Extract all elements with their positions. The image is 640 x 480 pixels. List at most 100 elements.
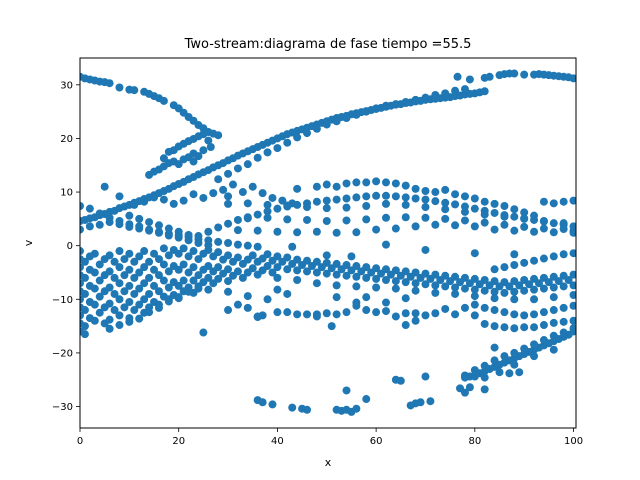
scatter-point (263, 207, 272, 216)
scatter-point (470, 300, 479, 309)
scatter-point (490, 287, 499, 296)
scatter-point (189, 190, 198, 199)
scatter-point (219, 185, 228, 194)
scatter-point (520, 70, 529, 79)
scatter-point (480, 87, 489, 96)
scatter-point (224, 192, 233, 201)
scatter-point (520, 222, 529, 231)
scatter-point (253, 242, 262, 251)
scatter-point (95, 276, 104, 285)
scatter-point (505, 369, 514, 378)
scatter-point (233, 215, 242, 224)
scatter-point (411, 95, 420, 104)
scatter-point (95, 292, 104, 301)
scatter-point (179, 244, 188, 253)
scatter-point (204, 227, 213, 236)
scatter-point (150, 265, 159, 274)
scatter-point (401, 278, 410, 287)
scatter-point (243, 214, 252, 223)
scatter-point (273, 263, 282, 272)
y-tick-label: 10 (60, 188, 73, 199)
scatter-point (401, 97, 410, 106)
scatter-point (214, 237, 223, 246)
scatter-point (470, 274, 479, 283)
scatter-point (159, 260, 168, 269)
scatter-point (90, 316, 99, 325)
scatter-point (238, 188, 247, 197)
y-tick-label: −30 (52, 402, 73, 413)
scatter-point (569, 301, 576, 310)
scatter-point (224, 239, 233, 247)
scatter-point (431, 281, 440, 290)
scatter-point (322, 180, 331, 189)
scatter-point (263, 250, 272, 259)
scatter-point (441, 214, 450, 223)
scatter-point (401, 181, 410, 190)
scatter-point (150, 281, 159, 290)
scatter-point (140, 197, 149, 206)
scatter-point (164, 231, 173, 240)
scatter-point (401, 267, 410, 276)
scatter-point (164, 251, 173, 260)
scatter-point (194, 284, 203, 293)
scatter-point (105, 267, 114, 276)
scatter-point (204, 285, 213, 294)
scatter-point (332, 270, 341, 279)
scatter-point (500, 288, 509, 297)
scatter-point (135, 300, 144, 309)
scatter-point (490, 343, 499, 352)
scatter-point (145, 273, 154, 282)
scatter-point (352, 193, 361, 202)
scatter-point (332, 195, 341, 204)
scatter-point (327, 322, 336, 331)
scatter-point (179, 196, 188, 205)
scatter-point (490, 265, 499, 274)
scatter-point (530, 323, 539, 332)
scatter-point (431, 188, 440, 197)
scatter-point (204, 245, 213, 254)
scatter-point (342, 271, 351, 280)
scatter-point (95, 260, 104, 269)
scatter-point (140, 295, 149, 304)
x-axis-label: x (325, 456, 332, 469)
scatter-point (312, 257, 321, 266)
scatter-point (90, 284, 99, 293)
scatter-point (372, 283, 381, 292)
scatter-point (85, 222, 94, 231)
scatter-point (283, 253, 292, 262)
scatter-point (569, 324, 576, 333)
scatter-point (564, 276, 573, 284)
scatter-point (293, 184, 302, 193)
scatter-point (569, 270, 576, 279)
scatter-point (130, 200, 139, 209)
scatter-point (441, 282, 450, 291)
scatter-point (174, 249, 183, 258)
scatter-point (293, 310, 302, 319)
scatter-point (539, 308, 548, 317)
scatter-point (120, 303, 129, 312)
scatter-point (460, 284, 469, 293)
scatter-point (470, 366, 479, 375)
scatter-point (470, 311, 479, 320)
scatter-point (549, 345, 558, 354)
scatter-point (194, 232, 203, 241)
scatter-point (174, 233, 183, 242)
scatter-point (233, 240, 242, 249)
scatter-point (510, 205, 519, 214)
y-tick-label: 30 (60, 80, 73, 91)
scatter-point (391, 277, 400, 286)
scatter-point (125, 222, 134, 231)
scatter-point (559, 225, 568, 234)
scatter-point (342, 203, 351, 212)
scatter-point (539, 217, 548, 226)
scatter-point (554, 277, 563, 286)
scatter-point (460, 207, 469, 216)
scatter-point (480, 319, 489, 328)
scatter-point (451, 272, 460, 281)
scatter-point (539, 224, 548, 233)
scatter-point (322, 258, 331, 267)
scatter-point (293, 276, 302, 284)
scatter-point (80, 257, 89, 266)
scatter-point (480, 218, 489, 227)
scatter-point (263, 213, 272, 222)
